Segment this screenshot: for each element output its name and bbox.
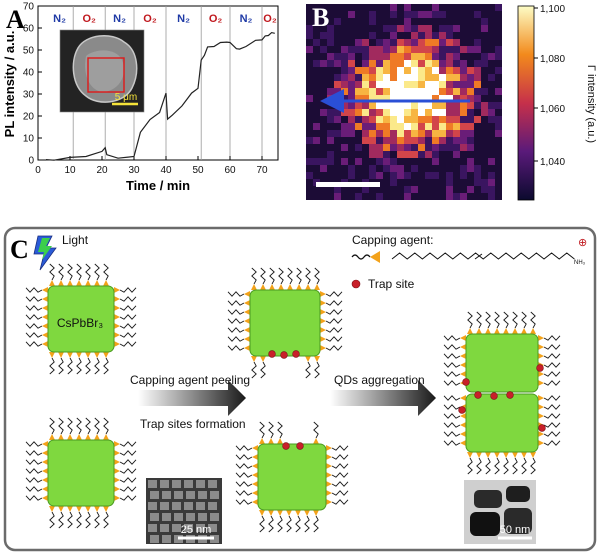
selection-box — [87, 57, 125, 93]
qd-cubes — [25, 263, 561, 533]
light-bolt-icon — [33, 235, 57, 271]
light-label: Light — [62, 233, 89, 247]
trap-site — [490, 392, 498, 400]
panel-a-plot: A N₂ O₂ N₂ O₂ N₂ O₂ N₂ O₂ 0 10 20 30 40 50 60 70 0 10 20… — [2, 2, 279, 193]
gas-label: N₂ — [113, 13, 126, 25]
y-tick-label: 70 — [23, 2, 35, 13]
panel-c-frame — [3, 226, 597, 552]
y-tick-label: 60 — [23, 24, 35, 35]
x-tick-label: 30 — [128, 165, 140, 176]
y-tick-label: 10 — [23, 134, 35, 145]
x-tick-label: 20 — [96, 165, 108, 176]
trap-site — [296, 442, 304, 450]
y-tick-label: 20 — [23, 112, 35, 123]
x-tick-labels: 0 10 20 30 40 50 60 70 — [35, 156, 268, 176]
qd-material-label: CsPbBr₃ — [57, 316, 103, 330]
qd-cube — [25, 417, 137, 529]
x-tick-label: 10 — [64, 165, 76, 176]
trap-site-label: Trap site — [368, 277, 415, 291]
trap-site — [268, 350, 276, 358]
qd-cube — [227, 267, 343, 379]
y-tick-label: 50 — [23, 46, 35, 57]
panel-b-letter: B — [312, 3, 329, 32]
gas-label: N₂ — [240, 13, 253, 25]
colorbar — [517, 5, 535, 201]
capping-agent-label: Capping agent: — [352, 233, 433, 247]
trap-site-legend-icon — [351, 279, 361, 289]
inset-scalebar-label: 5 μm — [115, 92, 137, 103]
gas-label: N₂ — [177, 13, 190, 25]
sem-inset-image: 5 μm — [59, 29, 145, 113]
charge-symbol: ⊕ — [578, 237, 587, 249]
x-tick-label: 60 — [224, 165, 236, 176]
tem2-scale-label: 50 nm — [500, 524, 531, 536]
qd-cube — [443, 391, 561, 475]
x-tick-label: 50 — [192, 165, 204, 176]
panel-c-scheme: C Light Capping agent: ⊕ NH₃ Trap site C… — [3, 226, 597, 552]
y-tick-label: 40 — [23, 68, 35, 79]
tem-image-2: 50 nm — [464, 480, 536, 544]
qd-cube — [25, 263, 137, 375]
colorbar-tick: 1,100 — [540, 4, 565, 15]
x-tick-label: 40 — [160, 165, 172, 176]
trap-site — [536, 364, 544, 372]
qd-cube — [443, 311, 561, 393]
gas-label: O₂ — [82, 13, 96, 25]
trap-site — [458, 406, 466, 414]
trap-site — [538, 424, 546, 432]
x-axis-title: Time / min — [126, 178, 190, 193]
qd-cube — [235, 421, 349, 533]
gas-label: O₂ — [263, 13, 277, 25]
oleylamine-structure — [391, 252, 575, 260]
gas-labels: N₂ O₂ N₂ O₂ N₂ O₂ N₂ O₂ — [53, 13, 277, 25]
gas-label: O₂ — [143, 13, 157, 25]
step2-label: QDs aggregation — [334, 373, 425, 387]
trap-site — [462, 378, 470, 386]
gas-label: N₂ — [53, 13, 66, 25]
step1-label-top: Capping agent peeling — [130, 373, 250, 387]
colorbar-tick: 1,080 — [540, 54, 565, 65]
gas-label: O₂ — [209, 13, 223, 25]
panel-c-letter: C — [10, 235, 29, 264]
x-tick-label: 70 — [256, 165, 268, 176]
y-axis-title: PL intensity / a.u. — [2, 31, 17, 138]
colorbar-tick: 1,060 — [540, 104, 565, 115]
y-tick-label: 0 — [28, 156, 34, 167]
trap-site — [474, 391, 482, 399]
panel-b-map: B 1,100 1,080 1,060 1,040 Γ intensity (a… — [306, 3, 597, 201]
nh3-label: NH₃ — [574, 260, 586, 266]
trap-site — [280, 351, 288, 359]
trap-site — [292, 350, 300, 358]
tem1-scale-label: 25 nm — [181, 524, 212, 536]
map-scalebar — [316, 182, 380, 187]
trap-site — [282, 442, 290, 450]
colorbar-label: Γ intensity (a.u.) — [585, 65, 597, 143]
tem-image-1: 25 nm — [146, 478, 222, 544]
ligand-icon — [351, 254, 371, 260]
colorbar-tick: 1,040 — [540, 157, 565, 168]
x-tick-label: 0 — [35, 165, 41, 176]
trap-site — [506, 391, 514, 399]
ligand-head-icon — [370, 251, 380, 263]
y-tick-label: 30 — [23, 90, 35, 101]
panel-a-letter: A — [6, 5, 25, 34]
y-tick-labels: 0 10 20 30 40 50 60 70 — [23, 2, 42, 167]
pl-heatmap — [306, 4, 502, 200]
process-arrow-2 — [330, 380, 436, 416]
pl-intensity-series-line — [45, 31, 275, 161]
process-arrow-1 — [138, 380, 246, 416]
step1-label-bottom: Trap sites formation — [140, 417, 246, 431]
